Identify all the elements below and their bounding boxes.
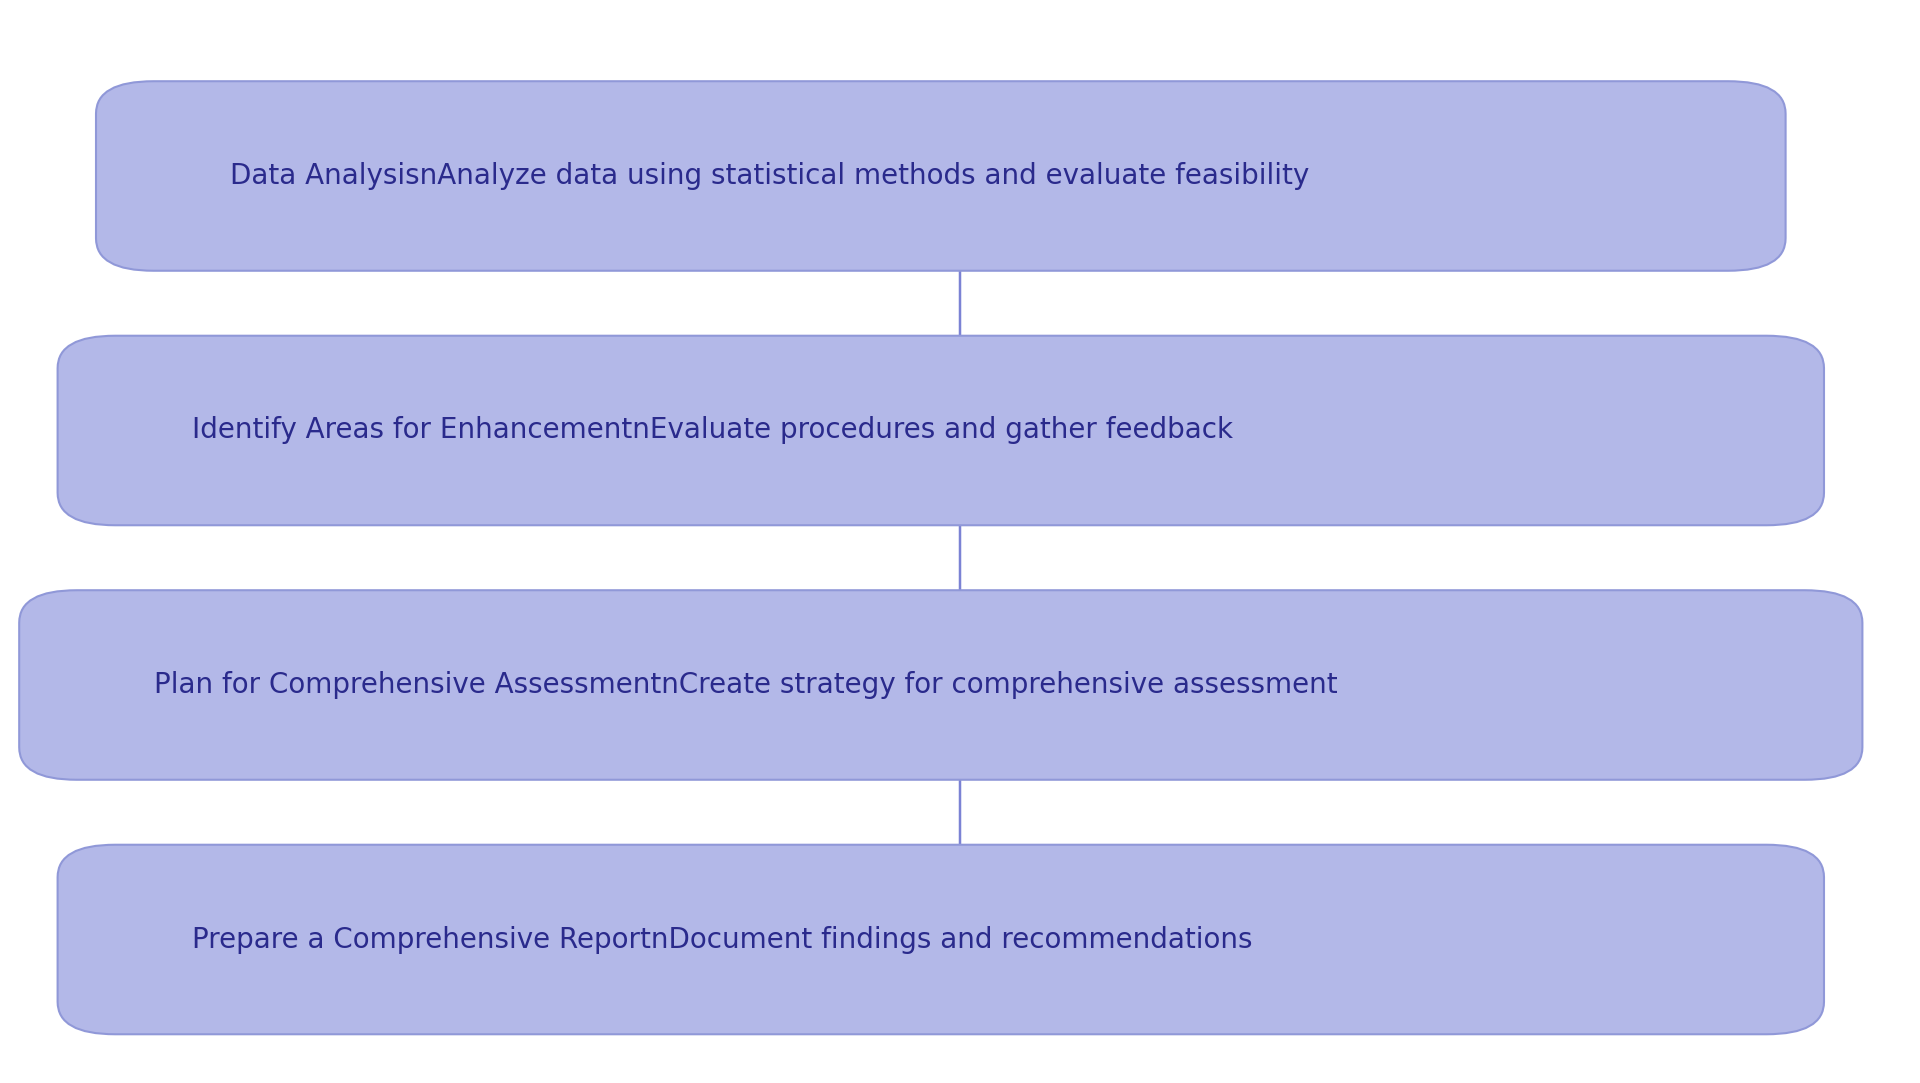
FancyBboxPatch shape xyxy=(58,845,1824,1034)
Text: Prepare a Comprehensive ReportnDocument findings and recommendations: Prepare a Comprehensive ReportnDocument … xyxy=(192,926,1252,953)
FancyBboxPatch shape xyxy=(96,81,1786,271)
Text: Data AnalysisnAnalyze data using statistical methods and evaluate feasibility: Data AnalysisnAnalyze data using statist… xyxy=(230,162,1309,190)
Text: Plan for Comprehensive AssessmentnCreate strategy for comprehensive assessment: Plan for Comprehensive AssessmentnCreate… xyxy=(154,671,1336,699)
FancyBboxPatch shape xyxy=(58,336,1824,525)
Text: Identify Areas for EnhancementnEvaluate procedures and gather feedback: Identify Areas for EnhancementnEvaluate … xyxy=(192,417,1233,444)
FancyBboxPatch shape xyxy=(19,590,1862,780)
